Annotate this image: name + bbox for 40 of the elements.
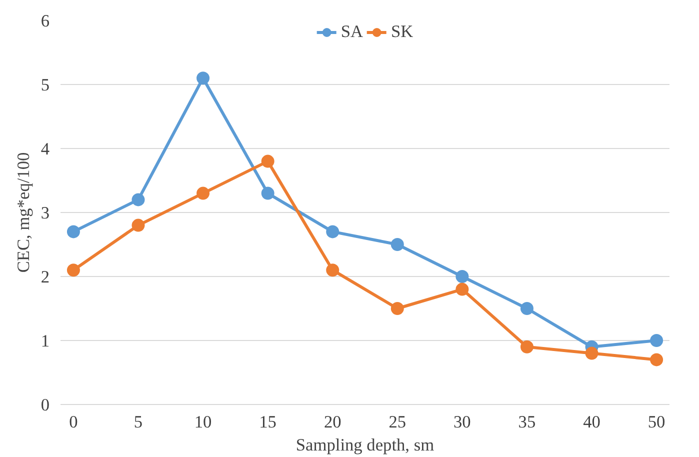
x-tick-label: 5 xyxy=(134,412,143,432)
point xyxy=(456,282,469,296)
x-tick-label: 0 xyxy=(69,412,78,432)
point xyxy=(66,225,80,238)
point xyxy=(520,302,534,315)
point xyxy=(196,72,210,85)
point xyxy=(585,346,598,360)
y-tick-label: 5 xyxy=(40,76,50,94)
point xyxy=(66,264,80,277)
point xyxy=(520,340,534,354)
legend-label: SA xyxy=(340,22,363,42)
y-tick-label: 2 xyxy=(40,268,50,286)
point xyxy=(132,218,145,232)
x-tick-label: 15 xyxy=(259,412,276,432)
x-tick-label: 20 xyxy=(324,412,342,432)
y-tick-label: 1 xyxy=(40,332,50,350)
x-tick-label: 25 xyxy=(388,412,406,432)
point xyxy=(390,238,404,251)
point xyxy=(326,264,340,277)
point xyxy=(326,225,340,238)
x-axis-title: Sampling depth, sm xyxy=(296,436,435,454)
point xyxy=(456,270,469,283)
point xyxy=(196,186,210,200)
y-axis-title: CEC, mg*eq/100 xyxy=(14,152,33,273)
point xyxy=(261,154,274,168)
point xyxy=(390,302,404,315)
y-tick-label: 3 xyxy=(40,204,50,222)
point xyxy=(650,353,664,366)
x-tick-label: 30 xyxy=(454,412,471,432)
point xyxy=(132,193,145,206)
x-tick-label: 10 xyxy=(194,412,212,432)
point xyxy=(650,334,664,347)
y-tick-label: 6 xyxy=(40,12,50,30)
y-tick-label: 0 xyxy=(40,396,50,414)
x-tick-label: 35 xyxy=(518,412,536,432)
legend-label: SK xyxy=(391,22,414,42)
point xyxy=(261,186,274,200)
y-tick-label: 4 xyxy=(40,140,50,158)
x-tick-label: 50 xyxy=(648,412,666,432)
x-tick-label: 40 xyxy=(583,412,600,432)
